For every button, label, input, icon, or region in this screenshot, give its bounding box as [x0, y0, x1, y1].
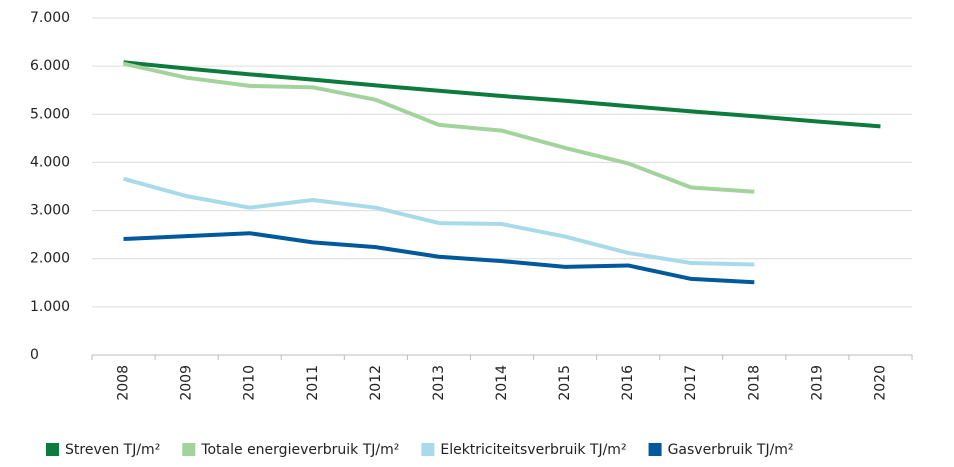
y-tick-label: 0 [30, 347, 39, 363]
x-tick-label: 2015 [557, 365, 573, 401]
x-tick-label: 2009 [179, 365, 195, 401]
x-tick-label: 2011 [305, 365, 321, 401]
x-tick-label: 2019 [809, 365, 825, 401]
line [123, 61, 755, 194]
y-tick-label: 7.000 [30, 10, 70, 26]
x-tick-label: 2010 [242, 365, 258, 401]
y-tick-label: 4.000 [30, 154, 70, 170]
x-tick-label: 2018 [746, 365, 762, 401]
legend-label: Gasverbruik TJ/m² [668, 442, 794, 458]
y-tick-label: 5.000 [30, 106, 70, 122]
x-tick-label: 2020 [872, 365, 888, 401]
line [123, 176, 755, 267]
legend-swatch [648, 443, 662, 456]
x-tick-label: 2014 [494, 365, 510, 401]
y-tick-label: 2.000 [30, 251, 70, 267]
legend-label: Elektriciteitsverbruik TJ/m² [440, 442, 626, 458]
legend-swatch [421, 443, 435, 456]
legend-swatch [46, 443, 59, 456]
legend-label: Totale energieverbruik TJ/m² [200, 442, 399, 458]
y-tick-label: 3.000 [30, 203, 70, 219]
x-tick-label: 2017 [683, 365, 699, 401]
y-tick-label: 1.000 [30, 299, 70, 315]
line [123, 60, 881, 129]
line [123, 231, 755, 285]
legend-label: Streven TJ/m² [65, 442, 160, 458]
x-tick-label: 2012 [368, 365, 384, 401]
y-tick-label: 6.000 [30, 58, 70, 74]
x-tick-label: 2008 [116, 365, 132, 401]
legend-swatch [182, 443, 196, 456]
x-tick-label: 2016 [620, 365, 636, 401]
x-tick-label: 2013 [431, 365, 447, 401]
